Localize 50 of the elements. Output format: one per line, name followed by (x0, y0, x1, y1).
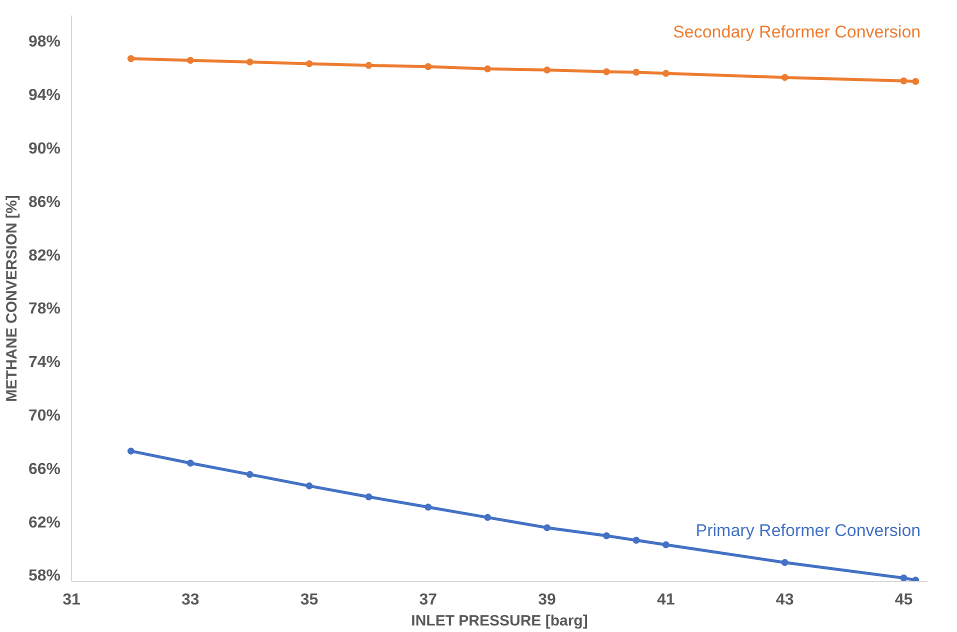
y-tick-label: 70% (28, 407, 61, 424)
x-axis-title: INLET PRESSURE [barg] (411, 612, 588, 630)
point (912, 78, 920, 85)
point (424, 504, 432, 511)
point (484, 514, 492, 521)
point (306, 482, 313, 490)
y-tick-label: 90% (28, 140, 61, 158)
point (484, 65, 492, 72)
point (603, 532, 610, 540)
y-tick-label: 78% (28, 300, 61, 318)
x-tick-label: 37 (419, 592, 438, 608)
point (632, 68, 640, 76)
point (900, 77, 908, 84)
y-tick-label: 58% (28, 568, 61, 585)
point (662, 541, 670, 548)
y-axis-title: METHANE CONVERSION [%] (3, 195, 20, 402)
point (127, 448, 134, 455)
point (424, 63, 432, 70)
point (603, 68, 610, 76)
y-tick-label: 74% (28, 354, 61, 372)
point (127, 55, 134, 62)
point (186, 460, 194, 467)
point (781, 559, 788, 566)
series-label: Primary Reformer Conversion (696, 521, 921, 540)
x-tick-label: 33 (181, 592, 200, 608)
y-tick-label: 94% (28, 87, 61, 104)
point (662, 70, 670, 77)
y-tick-label: 62% (28, 514, 61, 532)
point (544, 524, 551, 532)
point (246, 58, 254, 66)
point (365, 62, 372, 69)
x-tick-label: 45 (894, 592, 913, 608)
x-tick-label: 35 (300, 592, 318, 608)
point (306, 60, 313, 68)
point (365, 493, 372, 500)
point (544, 66, 551, 74)
point (186, 56, 194, 64)
x-tick-label: 39 (538, 592, 556, 608)
point (781, 74, 788, 81)
y-tick-label: 98% (28, 34, 61, 51)
point (246, 470, 254, 478)
y-tick-label: 66% (28, 460, 61, 478)
y-tick-label: 86% (28, 194, 61, 211)
point (632, 536, 640, 544)
x-tick-label: 43 (776, 592, 794, 608)
x-tick-label: 41 (657, 592, 675, 608)
point (900, 574, 908, 582)
x-tick-label: 31 (62, 592, 80, 608)
series-label: Secondary Reformer Conversion (673, 22, 921, 42)
y-tick-label: 82% (28, 247, 61, 264)
